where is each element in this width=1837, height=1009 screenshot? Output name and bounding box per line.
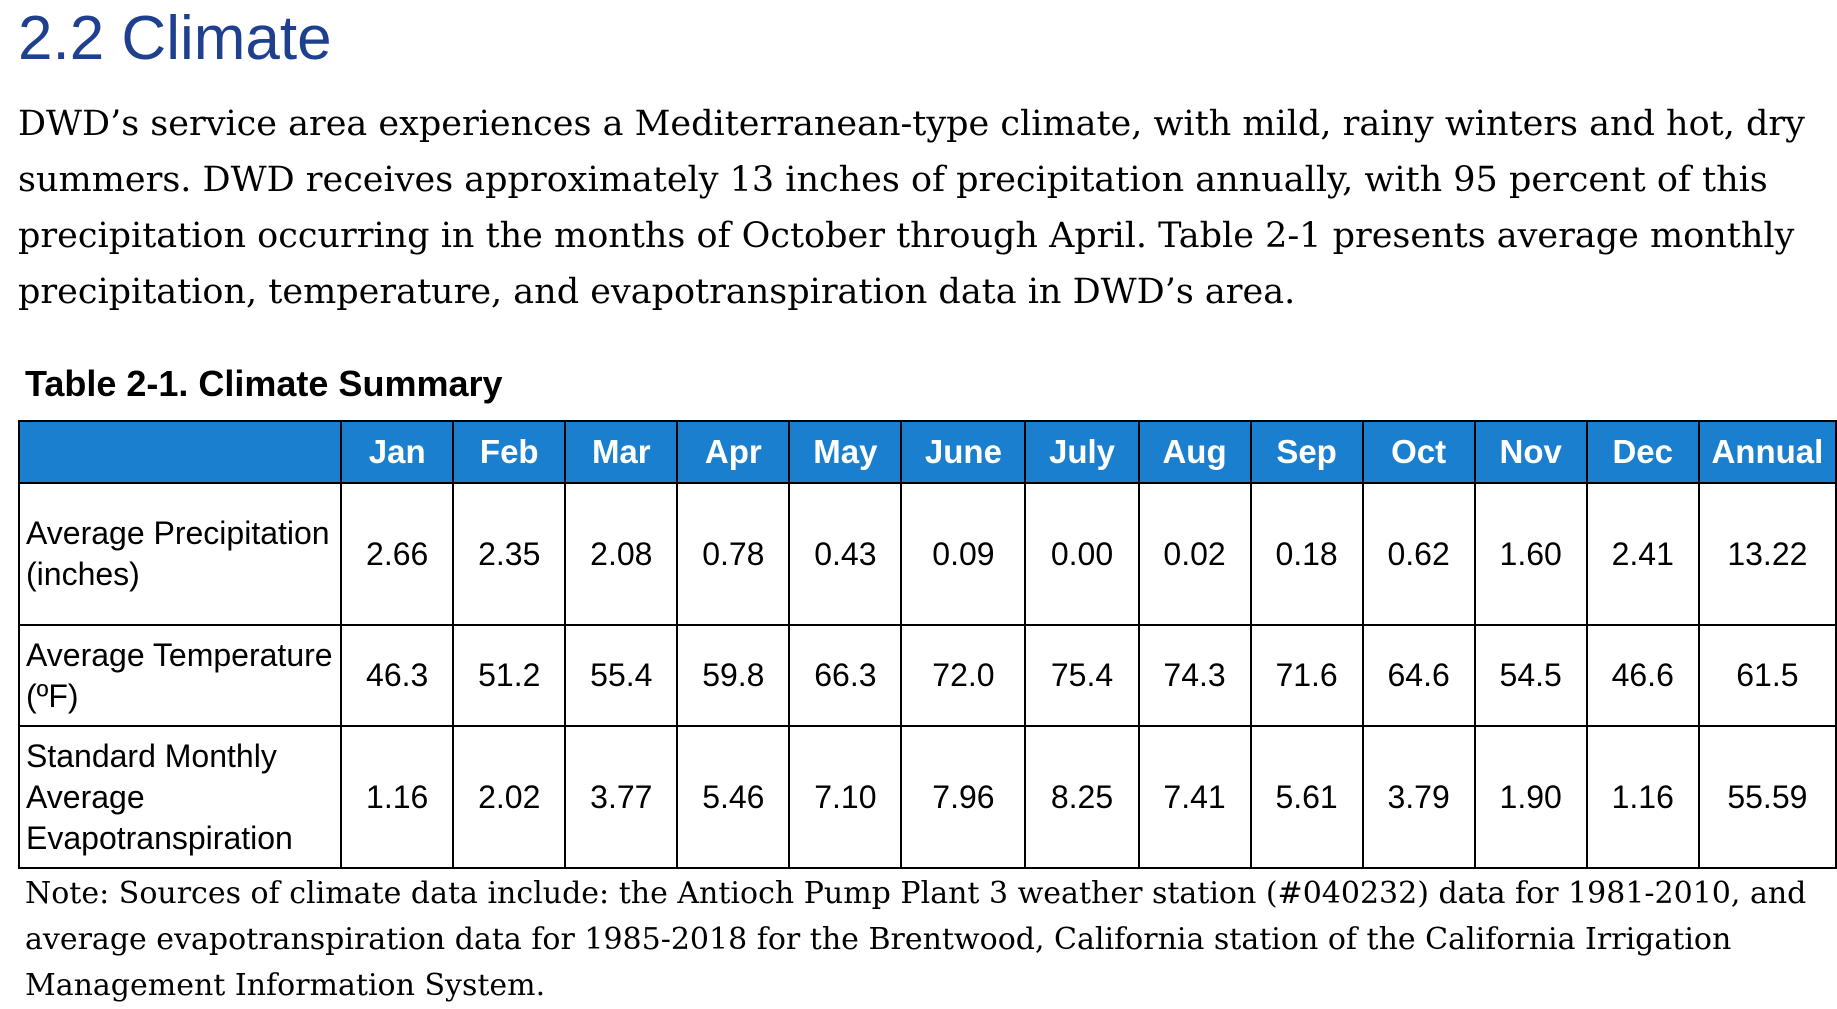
table-cell: 1.16: [340, 725, 455, 869]
table-cell: 2.66: [340, 482, 455, 626]
header-cell-nov: Nov: [1473, 420, 1588, 484]
table-cell: 1.16: [1585, 725, 1700, 869]
table-cell: 3.79: [1361, 725, 1476, 869]
row-label: Average Precipitation (inches): [17, 482, 343, 626]
table-caption: Table 2-1. Climate Summary: [25, 363, 503, 404]
table-cell: 72.0: [900, 624, 1027, 727]
table-cell: 2.08: [564, 482, 679, 626]
header-cell-june: June: [900, 420, 1027, 484]
header-cell-jan: Jan: [340, 420, 455, 484]
climate-summary-table: Jan Feb Mar Apr May June July Aug Sep Oc…: [17, 420, 1837, 869]
table-cell: 64.6: [1361, 624, 1476, 727]
table-cell: 0.00: [1024, 482, 1140, 626]
table-cell: 7.96: [900, 725, 1027, 869]
table-header-row: Jan Feb Mar Apr May June July Aug Sep Oc…: [17, 420, 1837, 484]
table-cell: 46.6: [1585, 624, 1700, 727]
table-cell: 0.02: [1137, 482, 1252, 626]
table-note: Note: Sources of climate data include: t…: [25, 876, 1807, 1003]
table-cell: 1.90: [1473, 725, 1588, 869]
header-cell-july: July: [1024, 420, 1140, 484]
header-cell-sep: Sep: [1249, 420, 1364, 484]
table-cell: 8.25: [1024, 725, 1140, 869]
table-cell: 1.60: [1473, 482, 1588, 626]
table-cell: 7.41: [1137, 725, 1252, 869]
table-row-evapotranspiration: Standard Monthly Average Evapotranspirat…: [17, 725, 1837, 869]
table-cell: 0.09: [900, 482, 1027, 626]
table-cell: 75.4: [1024, 624, 1140, 727]
table-cell: 5.46: [676, 725, 791, 869]
table-cell: 74.3: [1137, 624, 1252, 727]
table-cell: 2.41: [1585, 482, 1700, 626]
table-cell: 0.43: [788, 482, 903, 626]
section-heading: 2.2 Climate: [18, 4, 332, 73]
header-cell-apr: Apr: [676, 420, 791, 484]
table-cell: 66.3: [788, 624, 903, 727]
document-page: 2.2 Climate DWD’s service area experienc…: [17, 0, 1837, 1009]
header-cell-aug: Aug: [1137, 420, 1252, 484]
header-cell-dec: Dec: [1585, 420, 1700, 484]
table-cell: 0.62: [1361, 482, 1476, 626]
table-cell: 71.6: [1249, 624, 1364, 727]
header-cell-oct: Oct: [1361, 420, 1476, 484]
table-row-precipitation: Average Precipitation (inches) 2.66 2.35…: [17, 482, 1837, 626]
table-cell: 13.22: [1697, 482, 1837, 626]
table-cell: 55.4: [564, 624, 679, 727]
table-cell: 0.18: [1249, 482, 1364, 626]
table-cell: 7.10: [788, 725, 903, 869]
header-cell-mar: Mar: [564, 420, 679, 484]
table-cell: 2.35: [452, 482, 567, 626]
table-cell: 54.5: [1473, 624, 1588, 727]
table-cell: 3.77: [564, 725, 679, 869]
table-cell: 51.2: [452, 624, 567, 727]
table-row-temperature: Average Temperature (ºF) 46.3 51.2 55.4 …: [17, 624, 1837, 727]
header-cell-blank: [17, 420, 343, 484]
table-cell: 61.5: [1697, 624, 1837, 727]
table-cell: 55.59: [1697, 725, 1837, 869]
header-cell-feb: Feb: [452, 420, 567, 484]
table-cell: 59.8: [676, 624, 791, 727]
row-label: Average Temperature (ºF): [17, 624, 343, 727]
table-cell: 2.02: [452, 725, 567, 869]
table-cell: 0.78: [676, 482, 791, 626]
intro-paragraph: DWD’s service area experiences a Mediter…: [18, 104, 1805, 312]
row-label: Standard Monthly Average Evapotranspirat…: [17, 725, 343, 869]
table-cell: 46.3: [340, 624, 455, 727]
header-cell-annual: Annual: [1697, 420, 1837, 484]
table-cell: 5.61: [1249, 725, 1364, 869]
header-cell-may: May: [788, 420, 903, 484]
